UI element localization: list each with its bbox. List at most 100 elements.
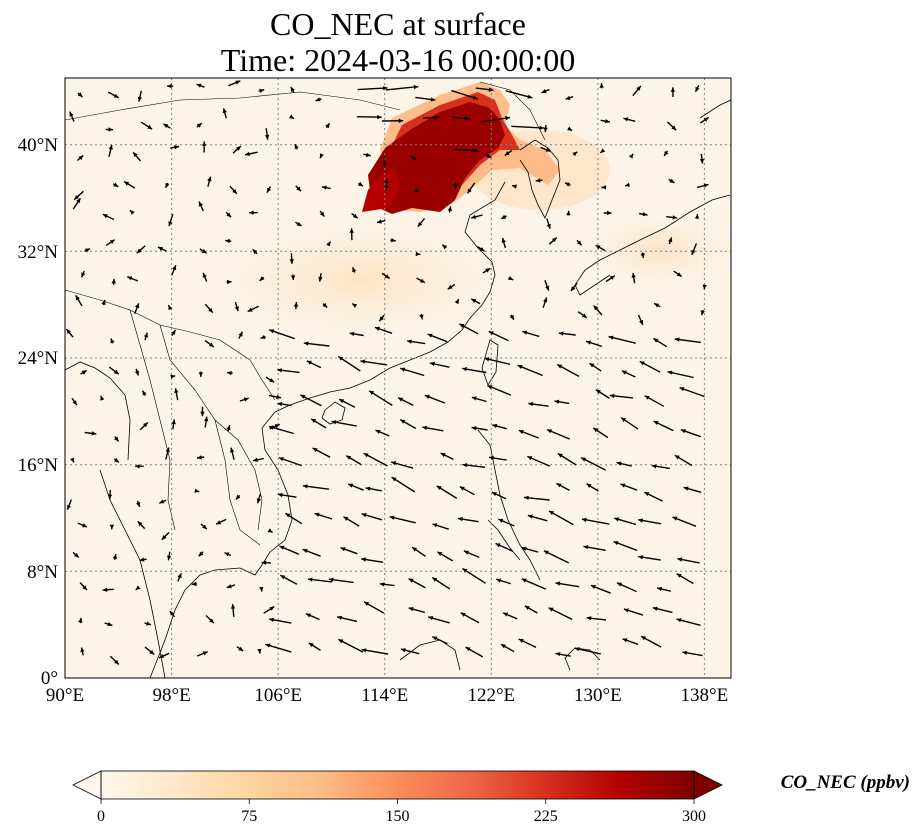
wind-arrow-shaft	[517, 364, 543, 377]
wind-arrow-head	[549, 511, 554, 516]
wind-arrow-head	[644, 492, 650, 497]
wind-arrow-head	[631, 273, 636, 278]
wind-arrow-head	[667, 370, 673, 375]
wind-arrow-head	[352, 213, 358, 219]
wind-arrow-head	[312, 448, 318, 452]
wind-arrow-head	[73, 552, 79, 558]
wind-arrow-head	[133, 152, 138, 158]
wind-arrow-head	[230, 604, 236, 609]
wind-arrow-head	[463, 550, 469, 555]
wind-arrow-head	[654, 303, 660, 308]
wind-arrow-head	[458, 517, 463, 522]
wind-arrow-head	[485, 268, 491, 273]
wind-arrow-head	[300, 394, 306, 399]
wind-arrow-head	[407, 339, 412, 344]
wind-arrow-head	[81, 272, 86, 278]
wind-arrow-head	[548, 607, 554, 612]
wind-arrow-head	[277, 492, 283, 498]
wind-arrow-head	[249, 210, 254, 215]
wind-arrow-head	[363, 453, 369, 458]
wind-arrow-head	[638, 518, 643, 523]
wind-arrow-shaft	[462, 567, 486, 584]
wind-arrow-head	[599, 83, 604, 88]
wind-arrow-head	[589, 363, 595, 368]
wind-arrow-head	[135, 464, 140, 469]
lon-tick-labels: 90°E 98°E 106°E 114°E 122°E 130°E 138°E	[46, 685, 728, 706]
wind-arrow-head	[339, 399, 345, 404]
wind-arrow-head	[636, 85, 641, 91]
wind-arrow-head	[424, 394, 430, 399]
lat-tick-40n: 40°N	[18, 135, 59, 156]
wind-arrow-head	[703, 117, 709, 122]
wind-arrow-head	[557, 453, 563, 458]
wind-arrow-head	[257, 648, 262, 654]
wind-arrow-head	[224, 552, 230, 557]
wind-arrow-head	[543, 297, 548, 303]
wind-arrow-head	[535, 178, 541, 183]
wind-arrow-head	[672, 516, 678, 521]
wind-arrow-head	[653, 421, 659, 425]
wind-arrow-head	[422, 425, 428, 430]
wind-arrow-head	[222, 108, 227, 114]
wind-arrow-head	[413, 188, 419, 193]
wind-arrow-head	[428, 616, 434, 621]
wind-arrow-head	[430, 97, 436, 102]
wind-arrow-head	[197, 455, 202, 460]
wind-arrow-head	[294, 144, 299, 150]
wind-arrow-head	[543, 127, 548, 133]
wind-arrow-head	[419, 314, 424, 320]
lat-tick-32n: 32°N	[18, 242, 59, 263]
wind-arrow-head	[277, 401, 283, 407]
wind-arrow-head	[473, 148, 479, 153]
wind-arrow-head	[364, 601, 370, 606]
wind-arrow-head	[491, 492, 497, 497]
wind-arrow-head	[259, 586, 264, 592]
wind-arrow-head	[508, 276, 514, 280]
wind-arrow-head	[306, 360, 312, 365]
wind-arrow-head	[462, 463, 468, 468]
wind-arrow-head	[384, 178, 389, 184]
wind-arrow-head	[651, 464, 657, 469]
wind-arrow-head	[498, 518, 504, 523]
wind-arrow-head	[486, 153, 492, 158]
wind-arrow-head	[581, 457, 587, 462]
colorbar-tick-300: 300	[682, 808, 706, 825]
wind-arrow-head	[202, 524, 207, 530]
lon-tick-106e: 106°E	[254, 685, 302, 706]
wind-arrow-head	[557, 364, 563, 369]
wind-arrow-head	[479, 247, 485, 252]
wind-arrow-head	[623, 608, 629, 613]
wind-arrow-head	[412, 547, 417, 552]
wind-arrow-shaft	[480, 116, 511, 123]
wind-arrow-head	[607, 210, 612, 216]
wind-arrow-head	[605, 119, 610, 124]
wind-arrow-head	[616, 461, 622, 466]
wind-arrow-head	[167, 83, 172, 89]
wind-arrow-head	[671, 125, 677, 131]
wind-arrow-head	[225, 238, 230, 244]
wind-arrow-shaft	[608, 335, 636, 344]
wind-arrow-head	[226, 584, 232, 589]
wind-arrow-head	[408, 607, 414, 612]
wind-arrow-head	[261, 560, 267, 565]
wind-arrow-head	[471, 426, 477, 431]
plume-core-west	[362, 170, 400, 212]
wind-arrow-head	[600, 148, 606, 153]
colorbar-tick-225: 225	[534, 808, 558, 825]
wind-arrow-head	[679, 387, 685, 392]
wind-arrow-head	[410, 155, 416, 160]
wind-arrow-shaft	[363, 452, 388, 467]
wind-arrow-head	[82, 585, 87, 590]
wind-arrow-head	[269, 617, 274, 622]
lon-tick-130e: 130°E	[574, 685, 622, 706]
wind-arrow-head	[349, 228, 354, 233]
lat-tick-0: 0°	[41, 668, 58, 689]
lat-tick-labels: 0° 8°N 16°N 24°N 32°N 40°N	[18, 135, 59, 689]
wind-arrow-head	[343, 516, 349, 521]
wind-arrow-head	[467, 188, 472, 194]
wind-arrow-head	[174, 145, 179, 150]
wind-arrow-head	[66, 329, 71, 334]
wind-arrow-head	[196, 83, 202, 88]
wind-arrow-head	[321, 185, 327, 190]
